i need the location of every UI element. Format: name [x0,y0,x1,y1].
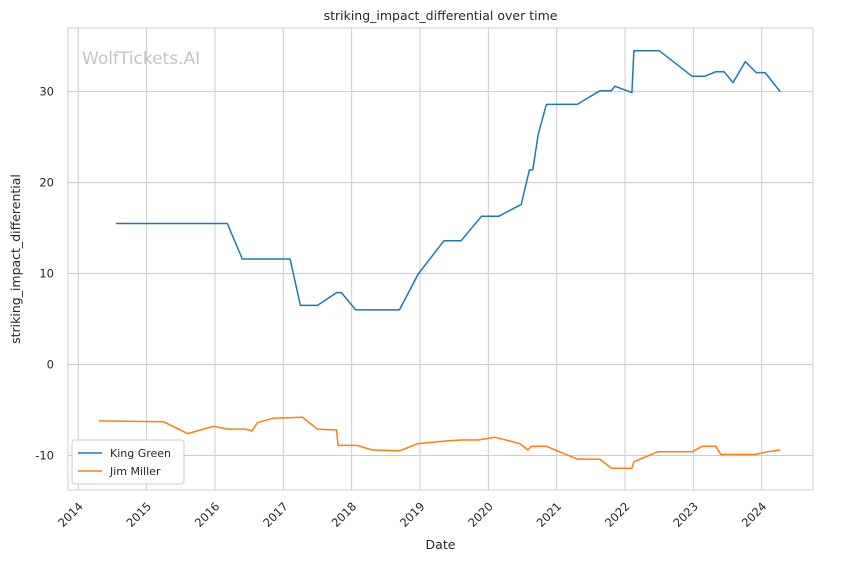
series-line-jim-miller [98,416,781,469]
series-line-king-green [115,49,781,311]
x-axis-title: Date [426,537,456,552]
legend: King Green Jim Miller [71,439,185,485]
watermark-text: WolfTickets.AI [82,49,200,69]
y-tick-label: 0 [47,357,54,371]
legend-label-king-green: King Green [110,447,171,460]
y-tick-labels: -10 0 10 20 30 [35,85,54,463]
plot-frame [67,27,814,491]
series-lines [98,49,781,469]
y-tick-label: 20 [39,176,54,190]
y-tick-label: 10 [39,267,54,281]
x-tick-labels: 2014 2015 2016 2017 2018 2019 2020 2021 2022 2023… [55,499,769,530]
legend-label-jim-miller: Jim Miller [109,465,161,478]
y-tick-label: -10 [35,448,54,462]
y-axis-title: striking_impact_differential [8,174,23,344]
chart-title: striking_impact_differential over time [324,8,558,23]
legend-box [71,439,185,485]
y-tick-label: 30 [39,85,54,99]
